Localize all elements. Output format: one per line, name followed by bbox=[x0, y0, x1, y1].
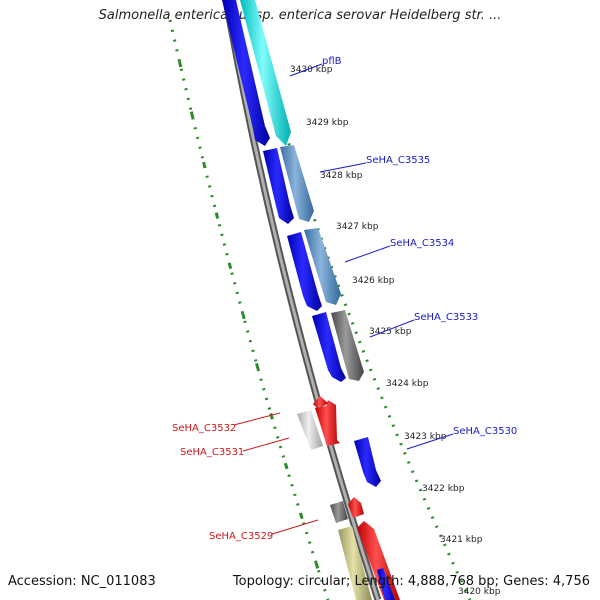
gene-feature-SeHA_C3535[interactable] bbox=[280, 145, 314, 222]
gene-feature-SeHA_C3533[interactable] bbox=[331, 310, 364, 381]
gene-feature-SeHA_C3532[interactable] bbox=[297, 410, 323, 450]
tick-label: 3422 kbp bbox=[422, 484, 465, 494]
gene-label-SeHA_C3529[interactable]: SeHA_C3529 bbox=[209, 531, 273, 542]
tick-label: 3430 kbp bbox=[290, 65, 333, 75]
gene-feature-red-arrow[interactable] bbox=[313, 396, 328, 407]
gene-feature-SeHA_C3531[interactable] bbox=[315, 400, 340, 446]
tick-label: 3425 kbp bbox=[369, 327, 412, 337]
gene-feature-blue-3[interactable] bbox=[287, 232, 322, 311]
tick-label: 3423 kbp bbox=[404, 432, 447, 442]
tick-label: 3424 kbp bbox=[386, 379, 429, 389]
leader-line bbox=[271, 519, 319, 535]
gene-feature-red-small[interactable] bbox=[348, 497, 364, 518]
accession-text: Accession: NC_011083 bbox=[8, 574, 156, 589]
gene-feature-blue-1[interactable] bbox=[222, 0, 270, 146]
genome-info-text: Topology: circular; Length: 4,888,768 bp… bbox=[232, 574, 590, 589]
gene-feature-blue-2[interactable] bbox=[263, 148, 294, 224]
gene-label-SeHA_C3533[interactable]: SeHA_C3533 bbox=[414, 312, 478, 323]
gene-feature-blue-4[interactable] bbox=[312, 312, 346, 382]
gene-label-SeHA_C3530[interactable]: SeHA_C3530 bbox=[453, 426, 517, 437]
leader-line bbox=[406, 433, 454, 450]
leader-line bbox=[319, 162, 367, 173]
leader-line bbox=[289, 63, 323, 77]
gene-feature-SeHA_C3529[interactable] bbox=[338, 526, 372, 600]
tick-label: 3427 kbp bbox=[336, 222, 379, 232]
scale-ticks: 3430 kbp 3429 kbp 3428 kbp 3427 kbp 3426… bbox=[290, 65, 501, 597]
tick-label: 3429 kbp bbox=[306, 118, 349, 128]
leader-line bbox=[369, 319, 415, 338]
gene-labels: pflB SeHA_C3535 SeHA_C3534 SeHA_C3533 Se… bbox=[172, 56, 517, 542]
tick-label: 3421 kbp bbox=[440, 535, 483, 545]
leader-line bbox=[233, 412, 281, 426]
inner-dotted-arc bbox=[168, 19, 330, 600]
leader-line bbox=[344, 245, 391, 263]
gene-label-SeHA_C3535[interactable]: SeHA_C3535 bbox=[366, 155, 430, 166]
leader-line bbox=[242, 437, 290, 452]
gene-feature-SeHA_C3534[interactable] bbox=[304, 228, 341, 305]
map-title: Salmonella enterica subsp. enterica sero… bbox=[98, 8, 502, 23]
gene-label-pflB[interactable]: pflB bbox=[322, 56, 342, 67]
tick-label: 3426 kbp bbox=[352, 276, 395, 286]
backbone-line bbox=[224, 0, 380, 600]
gene-feature-dark-small[interactable] bbox=[330, 501, 348, 523]
gene-label-SeHA_C3531[interactable]: SeHA_C3531 bbox=[180, 447, 244, 458]
gene-feature-pflB[interactable] bbox=[240, 0, 291, 146]
tick-label: 3428 kbp bbox=[320, 171, 363, 181]
gene-feature-SeHA_C3530[interactable] bbox=[354, 437, 381, 487]
gene-feature-red-large[interactable] bbox=[357, 521, 400, 600]
gene-feature-blue-bottom[interactable] bbox=[377, 568, 395, 600]
tick-label: 3420 kbp bbox=[458, 587, 501, 597]
gene-label-SeHA_C3534[interactable]: SeHA_C3534 bbox=[390, 238, 454, 249]
gene-label-SeHA_C3532[interactable]: SeHA_C3532 bbox=[172, 423, 236, 434]
